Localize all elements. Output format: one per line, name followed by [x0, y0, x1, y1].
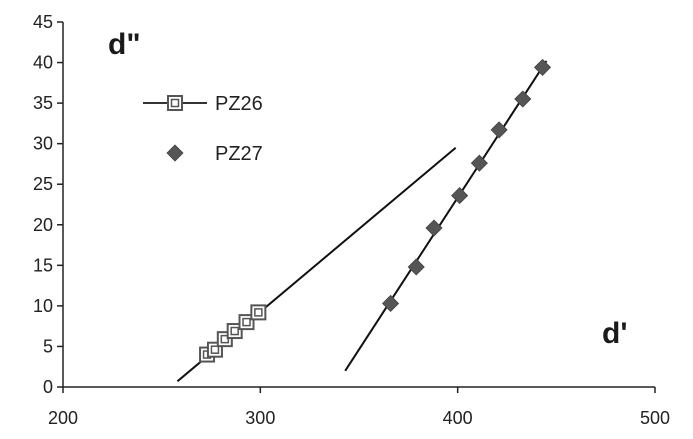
- axes: 0 5 10 15 20 25 30 35 40 45 200 300 400 500: [33, 12, 670, 428]
- data-point-pz27: [533, 58, 552, 76]
- legend-marker-pz27: [166, 144, 184, 162]
- marker-inner: [254, 308, 263, 317]
- y-tick-label: 10: [33, 296, 53, 316]
- x-tick-label: 400: [443, 408, 473, 428]
- y-tick-label: 30: [33, 134, 53, 154]
- marker-inner: [220, 334, 230, 344]
- x-tick-label: 300: [245, 408, 275, 428]
- y-tick-label: 25: [33, 174, 53, 194]
- y-tick-label: 15: [33, 255, 53, 275]
- data-point-pz26: [238, 314, 255, 331]
- legend-label-pz27: PZ27: [215, 143, 263, 165]
- marker-inner: [242, 317, 251, 327]
- marker-inner: [170, 98, 180, 108]
- y-tick-label: 45: [33, 12, 53, 32]
- trendline-pz27: [344, 60, 548, 372]
- y-tick-label: 40: [33, 53, 53, 73]
- x-tick-label: 500: [640, 408, 670, 428]
- legend-label-pz26: PZ26: [215, 93, 263, 115]
- y-tick-label: 0: [43, 377, 53, 397]
- data-point-pz27: [451, 187, 469, 205]
- legend-square-marker: [167, 95, 183, 111]
- marker-inner: [210, 345, 220, 354]
- data-point-pz27: [425, 219, 443, 237]
- data-point-pz27: [490, 121, 508, 139]
- y-axis-label: d": [108, 28, 141, 61]
- x-tick-label: 200: [48, 408, 78, 428]
- data-points: [199, 58, 552, 363]
- legend-marker-pz26: [167, 95, 183, 111]
- data-point-pz27: [407, 258, 425, 276]
- y-tick-label: 35: [33, 93, 53, 113]
- legend: PZ26 PZ27: [143, 93, 263, 165]
- data-point-pz27: [470, 154, 488, 172]
- data-point-pz27: [382, 294, 400, 313]
- data-point-pz27: [514, 90, 532, 108]
- data-point-pz26: [250, 304, 267, 321]
- legend-diamond-marker: [166, 144, 184, 162]
- marker-inner: [230, 326, 239, 336]
- y-tick-label: 20: [33, 215, 53, 235]
- y-tick-label: 5: [43, 336, 53, 356]
- x-axis-label: d': [602, 317, 627, 350]
- data-point-pz26: [226, 323, 243, 340]
